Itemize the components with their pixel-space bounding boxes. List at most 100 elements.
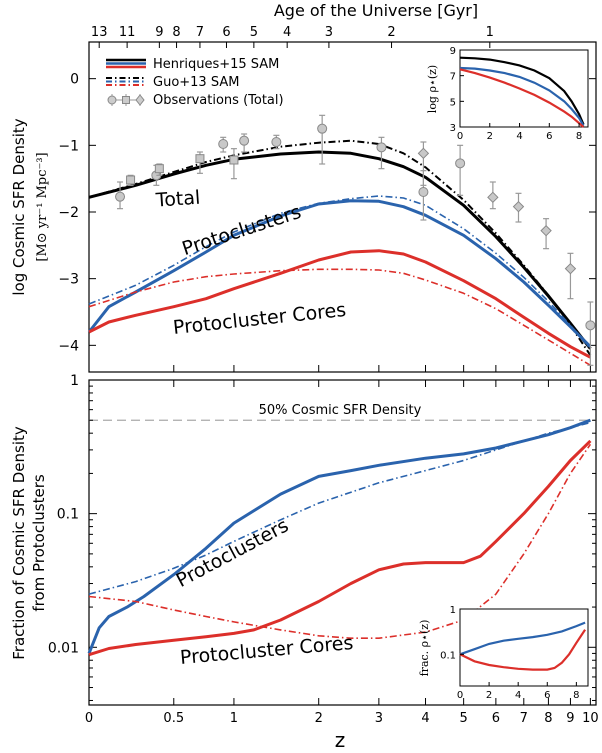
top-y-axis-units: [M⊙ yr⁻¹ Mpc⁻³]	[35, 152, 50, 261]
bottom-y-axis-label-line2: from Protoclusters	[30, 474, 48, 612]
bottom-inset-ytick-label-0: 1	[450, 605, 456, 616]
bottom-inset-ytick-label-1: 0.1	[440, 650, 456, 661]
top-inset-ytick-label-1: 5	[450, 97, 456, 108]
observation-marker-square	[229, 155, 239, 165]
bottom-inset-xtick-label-1: 2	[486, 690, 492, 701]
annotation-protoclusters: Protoclusters	[179, 201, 303, 260]
observation-marker-circle	[317, 123, 328, 134]
observation-marker-diamond	[417, 147, 430, 160]
observation-point-4	[195, 151, 205, 174]
bottom-xtick-label-5: 5	[459, 711, 467, 726]
top-ytick-label-3: −3	[58, 272, 79, 288]
legend-entry-guo: Guo+13 SAM	[106, 75, 239, 90]
top-inset-series-group	[459, 56, 585, 128]
observation-point-9	[317, 114, 328, 165]
age-tick-label-11: 11	[119, 25, 136, 40]
bottom-inset-xtick-label-4: 8	[573, 690, 579, 701]
bottom-series-line-protocluster-cores-henriques-15	[88, 439, 592, 657]
top-inset-y-label: log ρ⋆(z)	[426, 65, 439, 113]
top-inset-ytick-label-0: 3	[450, 123, 456, 134]
top-inset-line-total	[459, 56, 585, 125]
observation-point-10	[376, 136, 387, 170]
bottom-xtick-label-9: 9	[566, 711, 574, 726]
bottom-xtick-label-3: 3	[375, 711, 383, 726]
top-inset-xtick-label-1: 2	[487, 131, 493, 142]
series-line-protocluster-cores-henriques-15	[88, 249, 592, 359]
top-inset-line-protoclusters	[459, 66, 585, 127]
observation-point-5	[218, 136, 229, 153]
observation-marker-diamond	[512, 200, 525, 213]
observation-marker-circle	[418, 187, 429, 197]
top-axis-ticks: 13 11 9 8 7 6 5 4 3 2 1	[91, 25, 494, 48]
observation-point-18	[585, 301, 596, 366]
bottom-x-ticks: 0 0.5 1 2 3 4 5 6 7 8 9 10	[85, 380, 599, 726]
observation-point-8	[271, 134, 282, 150]
top-panel: Age of the Universe [Gyr] 13 11 9 8 7 6 5 4 3 2 1 …	[10, 1, 597, 373]
bottom-series-group	[87, 418, 592, 657]
observation-point-0	[115, 181, 126, 210]
bottom-inset: 0 2 4 6 8 1 0.1 frac. ρ⋆(z)	[418, 605, 589, 701]
series-line-total-henriques-15	[88, 150, 592, 350]
top-inset-xtick-label-3: 6	[546, 131, 552, 142]
top-legend: Henriques+15 SAM Guo+13 SAM Observations…	[106, 57, 284, 108]
bottom-inset-xtick-label-2: 4	[515, 690, 521, 701]
bottom-inset-line-protoclusters	[459, 621, 586, 656]
observation-marker-circle	[376, 142, 387, 153]
bottom-series-line-protoclusters-guo-13	[88, 421, 591, 595]
series-line-protocluster-cores-guo-13	[88, 268, 591, 366]
observation-marker-diamond	[540, 224, 552, 237]
bottom-xtick-label-8: 8	[544, 711, 552, 726]
age-tick-label-13: 13	[91, 25, 108, 40]
bottom-inset-frame	[459, 608, 589, 687]
observation-marker-circle	[218, 139, 229, 149]
age-tick-label-9: 9	[155, 25, 163, 40]
top-inset-ytick-label-3: 9	[450, 46, 456, 57]
bottom-xtick-label-4: 4	[421, 711, 429, 726]
top-series-group	[87, 139, 592, 366]
bottom-xtick-label-10: 10	[582, 711, 599, 726]
observation-point-3	[154, 163, 164, 176]
observation-point-7	[239, 133, 250, 153]
reference-line-group: 50% Cosmic SFR Density	[89, 403, 596, 421]
age-tick-label-3: 3	[325, 25, 333, 40]
bottom-y-axis-label-line1: Fraction of Cosmic SFR Density	[10, 426, 28, 660]
top-inset-xtick-label-4: 8	[576, 131, 582, 142]
top-inset: 0 2 4 6 8 3 5 7 9 log ρ⋆(z)	[426, 46, 589, 142]
observation-point-6	[229, 148, 239, 180]
observation-marker-square	[154, 164, 164, 174]
observation-point-12	[418, 170, 429, 221]
top-ytick-label-1: −1	[58, 138, 79, 154]
top-inset-line-cores	[459, 68, 585, 128]
age-tick-label-6: 6	[222, 25, 230, 40]
top-y-axis-label: log Cosmic SFR Density	[10, 118, 28, 295]
top-observations-group	[115, 114, 596, 366]
legend-entry-observations: Observations (Total)	[107, 93, 284, 108]
observation-point-17	[564, 252, 577, 300]
legend-label-guo: Guo+13 SAM	[153, 75, 239, 90]
bottom-xtick-label-7: 7	[520, 711, 528, 726]
bottom-series-line-protocluster-cores-guo-13	[88, 443, 592, 639]
observation-point-16	[540, 218, 552, 250]
series-line-protoclusters-guo-13	[88, 195, 592, 350]
bottom-inset-series-group	[459, 621, 587, 671]
bottom-xtick-label-1: 1	[230, 711, 238, 726]
observation-marker-square	[126, 175, 136, 185]
series-line-total-guo-13	[88, 139, 592, 356]
top-panel-frame	[88, 41, 597, 373]
top-y-ticks: 0 −1 −2 −3 −4	[58, 72, 596, 354]
top-inset-ticks: 0 2 4 6 8 3 5 7 9	[450, 46, 583, 142]
top-ytick-label-4: −4	[58, 338, 79, 354]
bottom-inset-line-cores	[459, 629, 587, 671]
bottom-inset-y-label: frac. ρ⋆(z)	[418, 620, 431, 677]
bottom-panel: 50% Cosmic SFR Density 1 0.1 0.01 0 0.5 1 2 3 4…	[10, 373, 599, 752]
bottom-xtick-label-6: 6	[492, 711, 500, 726]
top-x-ticks	[88, 365, 591, 372]
bottom-ytick-label-0-01: 0.01	[48, 640, 79, 656]
series-line-protoclusters-henriques-15	[87, 199, 592, 348]
bottom-ytick-label-1: 1	[70, 373, 79, 389]
bottom-y-ticks: 1 0.1 0.01	[48, 373, 596, 701]
legend-entry-henriques: Henriques+15 SAM	[106, 57, 279, 72]
